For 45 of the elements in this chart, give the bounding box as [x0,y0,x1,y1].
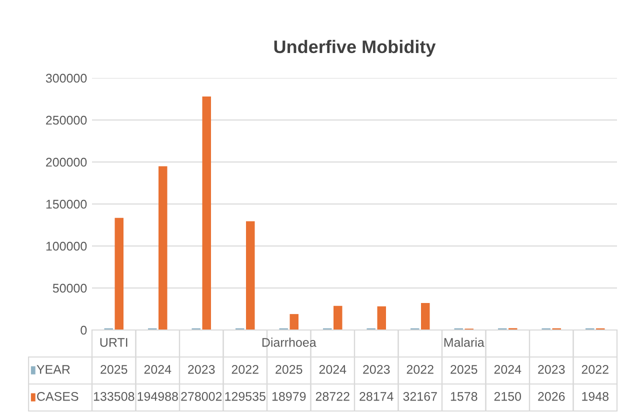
data-label: 2024 [144,365,172,374]
data-label: 2024 [494,365,522,374]
data-label: 133508 [94,392,134,401]
bar [202,96,211,330]
bar [158,166,168,330]
y-tick-label: 100000 [46,242,87,251]
data-label: 2025 [450,365,478,374]
data-label: 32167 [403,392,437,401]
bar [334,306,342,330]
y-tick-label: 0 [80,326,87,335]
data-label: 1578 [450,392,478,401]
y-tick-label: 150000 [46,200,87,209]
data-label: 278002 [181,392,222,401]
chart-title: Underfive Mobidity [274,40,436,57]
data-label: 28174 [360,392,394,401]
data-label: 2025 [276,365,302,374]
y-tick-label: 200000 [46,158,87,167]
data-label: 129535 [225,392,266,401]
bar [421,302,430,330]
legend-label: YEAR [36,365,70,374]
data-label: 2150 [494,392,522,401]
data-label: 18979 [272,392,306,401]
legend-label: CASES [37,392,78,401]
x-tick-label: Diarrhoea [262,338,316,347]
y-tick-label: 50000 [52,284,87,293]
x-tick-label: URTI [100,338,128,347]
data-label: 2022 [232,365,258,374]
bar [290,314,298,330]
data-label: 28722 [316,392,350,401]
y-tick-label: 300000 [46,74,87,83]
data-label: 2026 [538,392,565,401]
data-label: 2022 [406,365,434,374]
bar [377,306,386,330]
data-label: 2023 [538,365,565,374]
data-label: 2025 [100,365,128,374]
data-label: 2023 [363,365,390,374]
x-tick-label: Malaria [444,338,484,347]
bar [246,221,255,330]
data-label: 1948 [582,392,608,401]
data-label: 2024 [319,365,346,374]
bar [114,218,124,330]
data-label: 2022 [582,365,608,374]
data-label: 2023 [188,365,215,374]
data-label: 194988 [138,392,178,401]
y-tick-label: 250000 [46,116,87,125]
